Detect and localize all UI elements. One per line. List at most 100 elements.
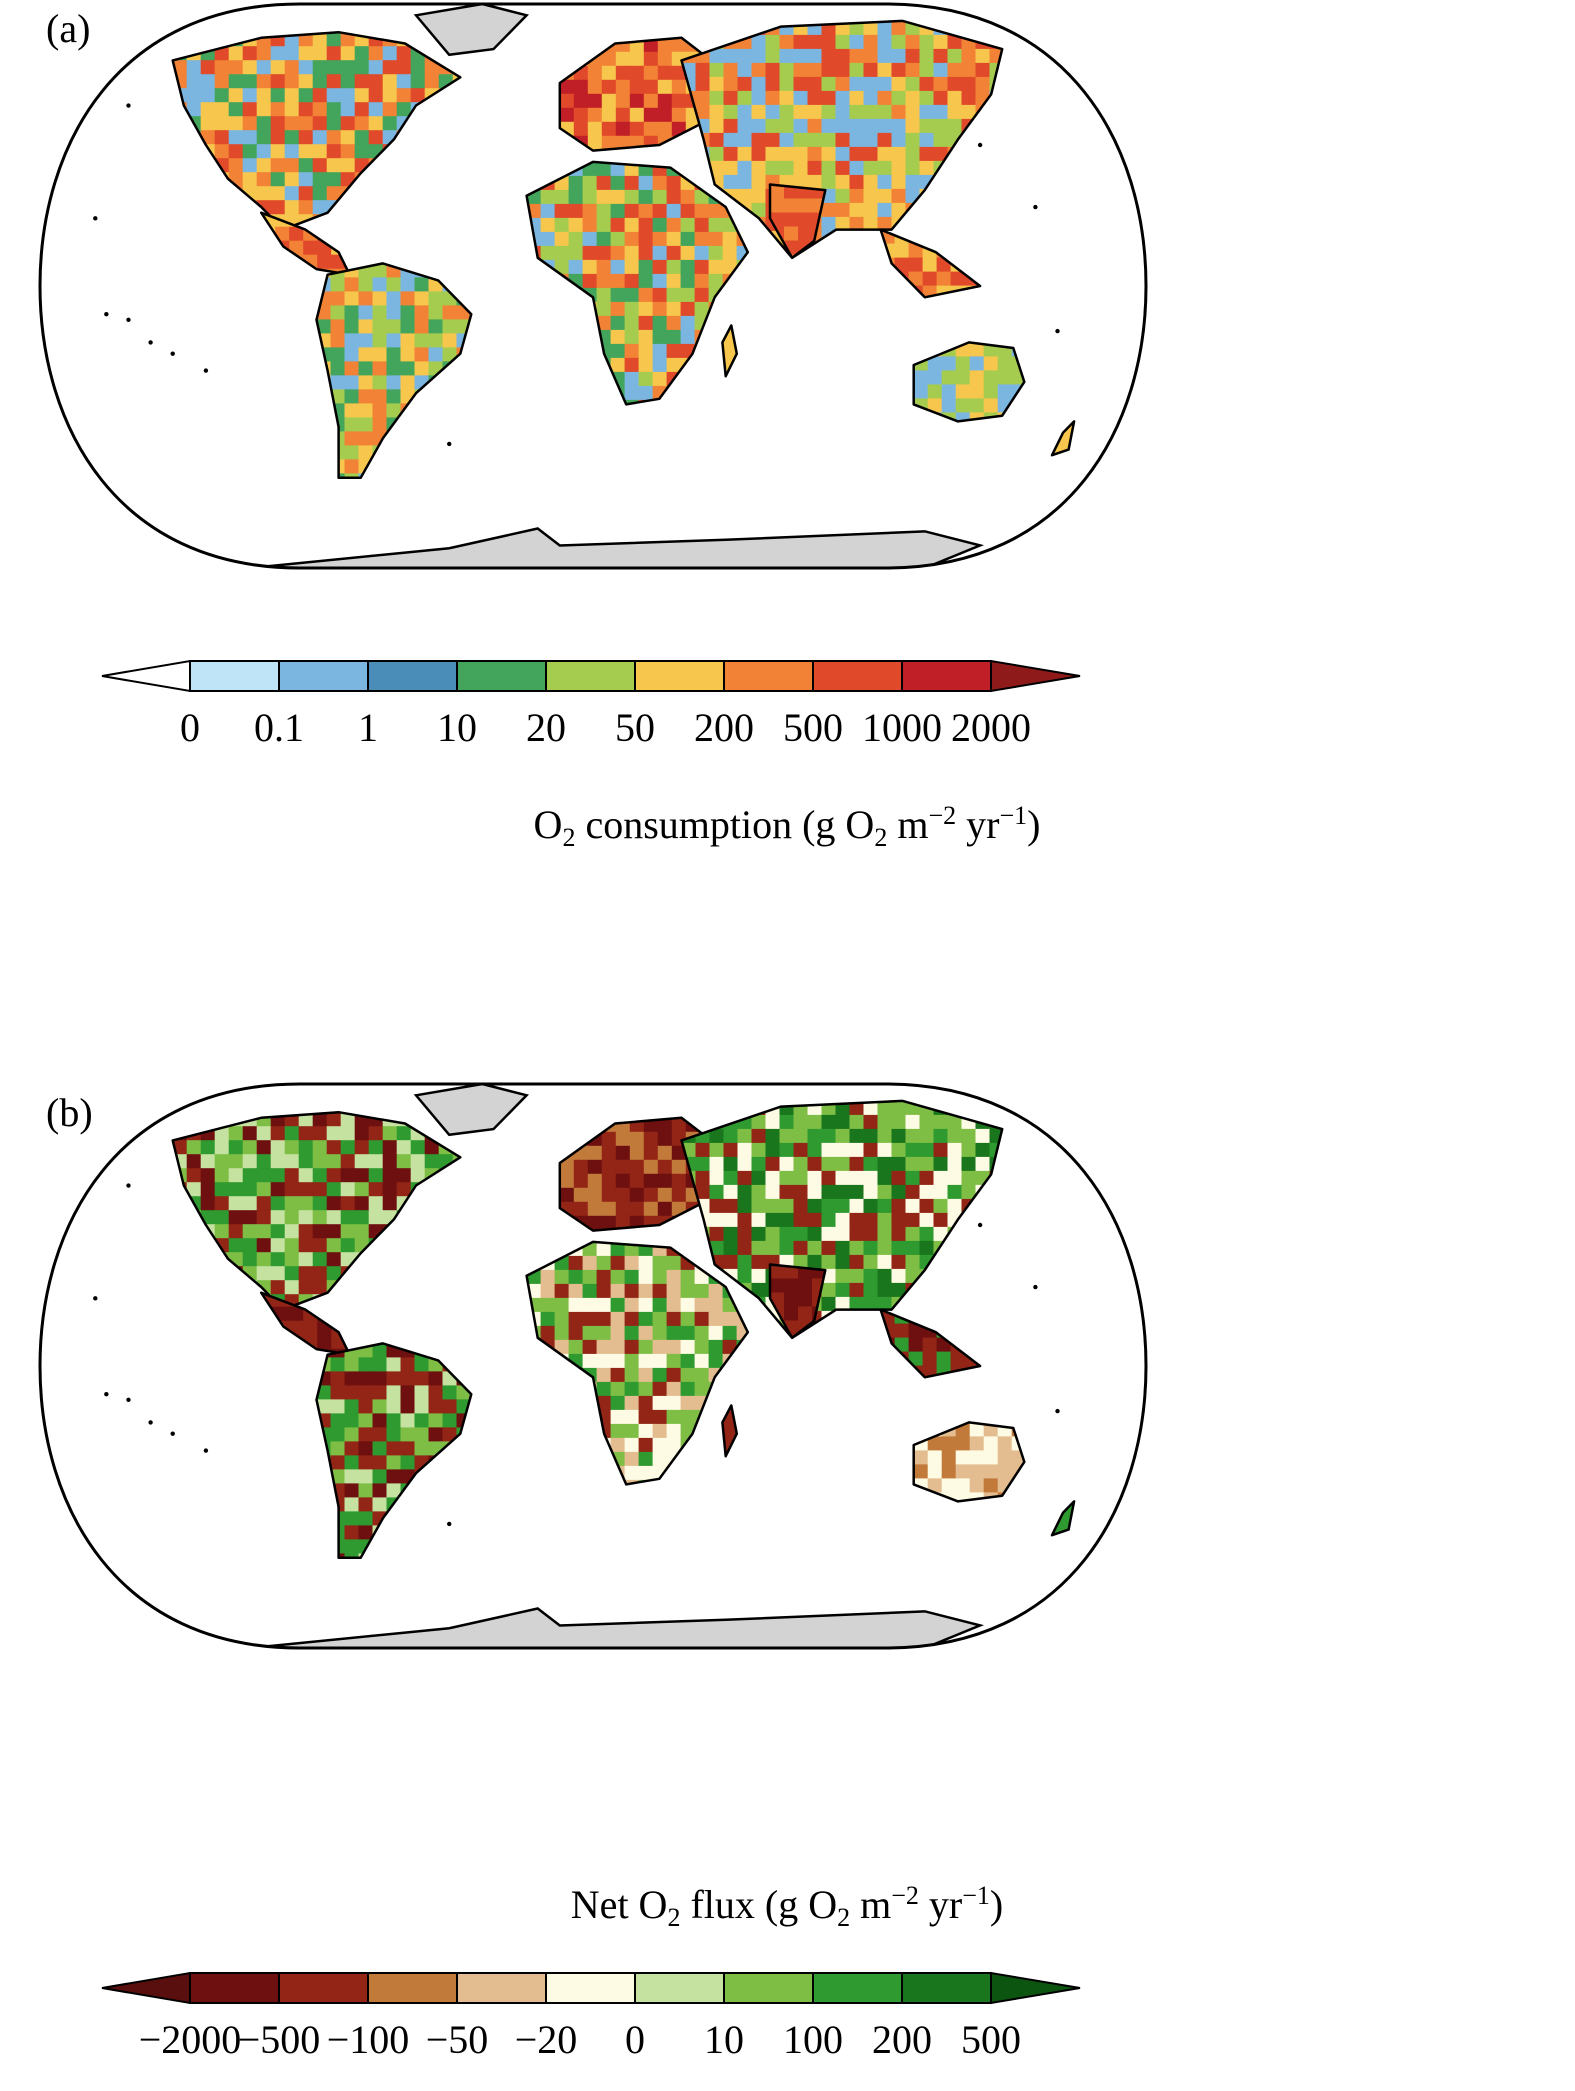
coastline-australia [912, 1421, 1026, 1503]
panel-label-a: (a) [46, 6, 90, 51]
island-dot [1033, 204, 1038, 210]
island-dot [148, 1420, 153, 1425]
b-colorbar-tick-label: 100 [783, 2017, 843, 2062]
greenland-ice [413, 1084, 530, 1137]
a-colorbar-segment [367, 660, 458, 692]
coastline-southAmerica [315, 262, 473, 480]
a-colorbar-tick-label: 1 [358, 705, 378, 750]
b-colorbar-tick-label: 10 [704, 2017, 744, 2062]
island-dot [148, 340, 153, 345]
b-colorbar-segment [545, 1972, 636, 2004]
island-dot [126, 317, 131, 323]
a-colorbar-high-extend [990, 659, 1081, 693]
land-australia [913, 342, 1025, 422]
coastline-india [768, 183, 827, 260]
a-colorbar-tick-label: 0 [180, 705, 200, 750]
a-colorbar-tick-label: 50 [615, 705, 655, 750]
coastline-northAmerica [171, 30, 462, 231]
island-dot [104, 312, 109, 317]
island-dot [977, 142, 983, 148]
coastline-southAmerica [315, 1342, 473, 1560]
b-colorbar-tick-label: 200 [872, 2017, 932, 2062]
b-colorbar-tick-label: −2000 [139, 2017, 242, 2062]
coastline-northAmerica [171, 1110, 462, 1311]
coastline-madagascar [721, 324, 739, 378]
coastline-newZealand [1050, 1500, 1076, 1537]
b-colorbar-tick-label: −100 [327, 2017, 410, 2062]
island-dot [126, 103, 131, 108]
colorbar-a: O2 consumption (g O2 m−2 yr−1) 0 0.1 1 10 20… [101, 659, 1081, 852]
a-colorbar-segment [634, 660, 725, 692]
b-colorbar-tick-label: −500 [238, 2017, 321, 2062]
map-panel-a: (a) [38, 2, 1148, 570]
a-colorbar-segment [278, 660, 369, 692]
a-colorbar-tick-label: 2000 [951, 705, 1031, 750]
b-colorbar-segment [634, 1972, 725, 2004]
b-colorbar-low-extend [101, 1971, 191, 2005]
b-colorbar-segment [367, 1972, 458, 2004]
a-colorbar-segment [901, 660, 992, 692]
a-colorbar-tick-label: 500 [783, 705, 843, 750]
b-colorbar-segment [812, 1972, 903, 2004]
island-dot [170, 1431, 175, 1436]
colorbar-title-a: O2 consumption (g O2 m−2 yr−1) [534, 801, 1041, 852]
a-colorbar-tick-label: 200 [694, 705, 754, 750]
a-colorbar-segment [723, 660, 814, 692]
b-colorbar-segment [723, 1972, 814, 2004]
map-panel-b: (b) [38, 1082, 1148, 1650]
colorbar-b: Net O2 flux (g O2 m−2 yr−1) −2000−500 −10… [101, 1881, 1081, 2062]
colorbar-title-b: Net O2 flux (g O2 m−2 yr−1) [571, 1881, 1003, 1932]
island-dot [126, 1397, 131, 1403]
antarctica-ice [250, 1607, 985, 1648]
a-colorbar-segment [189, 660, 280, 692]
coastline-africa [525, 160, 750, 406]
a-colorbar-segment [545, 660, 636, 692]
b-colorbar-tick-label: −20 [515, 2017, 578, 2062]
a-colorbar-tick-label: 20 [526, 705, 566, 750]
land-seAsia [880, 229, 981, 298]
b-colorbar-tick-label: 0 [625, 2017, 645, 2062]
a-colorbar-segment [812, 660, 903, 692]
coastline-asia [680, 1099, 1004, 1340]
coastline-australia [912, 341, 1026, 423]
b-colorbar-segment [189, 1972, 280, 2004]
land-southAmerica [316, 263, 472, 478]
island-dot [1055, 328, 1060, 334]
land-northAmerica [172, 1112, 461, 1310]
coastline-seAsia [879, 228, 982, 299]
a-colorbar-segment [456, 660, 547, 692]
island-dot [447, 441, 452, 447]
a-colorbar-tick-label: 10 [437, 705, 477, 750]
coastline-africa [525, 1240, 750, 1486]
island-dot [1055, 1408, 1060, 1414]
b-colorbar-segment [901, 1972, 992, 2004]
coastline-newZealand [1050, 420, 1076, 457]
coastline-india [768, 1263, 827, 1340]
coastline-seAsia [879, 1308, 982, 1379]
map-outline-b [38, 1082, 1148, 1650]
map-outline-a [38, 2, 1148, 570]
land-seAsia [880, 1309, 981, 1378]
a-colorbar-low-extend [101, 659, 191, 693]
land-northAmerica [172, 32, 461, 230]
island-dot [126, 1183, 131, 1188]
coastline-madagascar [721, 1404, 739, 1458]
b-colorbar-high-extend [990, 1971, 1081, 2005]
greenland-ice [413, 4, 530, 57]
island-dot [447, 1521, 452, 1527]
land-layer-a [93, 4, 1076, 568]
island-dot [977, 1222, 983, 1228]
b-colorbar-tick-label: 500 [961, 2017, 1021, 2062]
island-dot [203, 1448, 209, 1453]
coastline-asia [680, 19, 1004, 260]
island-dot [104, 1392, 109, 1397]
island-dot [1033, 1284, 1038, 1290]
land-southAmerica [316, 1343, 472, 1558]
island-dot [93, 216, 98, 221]
b-colorbar-segment [278, 1972, 369, 2004]
antarctica-ice [250, 527, 985, 568]
a-colorbar-tick-label: 0.1 [254, 705, 304, 750]
island-dot [170, 351, 175, 356]
panel-label-b: (b) [46, 1090, 93, 1135]
